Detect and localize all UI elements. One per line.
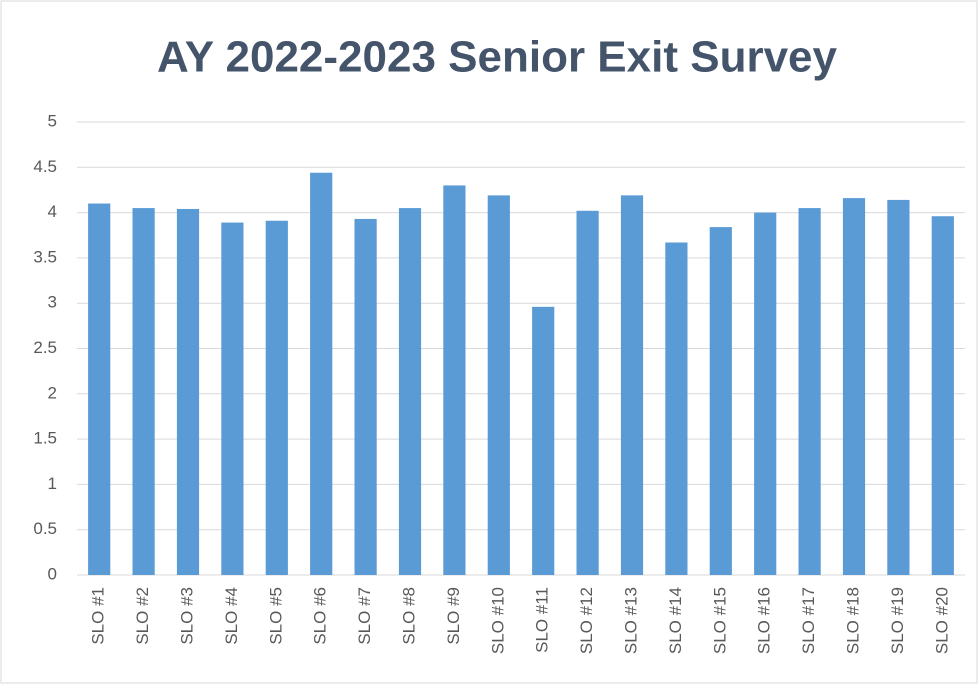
y-tick-label: 0.5 [33, 519, 57, 538]
y-tick-label: 4 [48, 202, 57, 221]
bar [931, 216, 954, 575]
x-tick-label: SLO #14 [666, 587, 685, 654]
x-tick-label: SLO #6 [311, 587, 330, 645]
y-tick-label: 2 [48, 383, 57, 402]
x-tick-label: SLO #17 [799, 587, 818, 654]
x-tick-label: SLO #1 [89, 587, 108, 645]
x-tick-label: SLO #9 [444, 587, 463, 645]
y-tick-label: 3.5 [33, 247, 57, 266]
bar [665, 242, 688, 576]
x-tick-label: SLO #18 [843, 587, 862, 654]
x-tick-label: SLO #20 [932, 587, 951, 654]
bar [310, 172, 333, 575]
bar [709, 227, 732, 575]
y-tick-label: 4.5 [33, 157, 57, 176]
x-tick-label: SLO #7 [355, 587, 374, 645]
y-tick-label: 5 [48, 111, 57, 130]
x-tick-label: SLO #13 [621, 587, 640, 654]
x-tick-label: SLO #3 [177, 587, 196, 645]
x-tick-label: SLO #19 [888, 587, 907, 654]
x-tick-label: SLO #2 [133, 587, 152, 645]
x-tick-label: SLO #4 [222, 587, 241, 645]
chart-title: AY 2022-2023 Senior Exit Survey [157, 33, 838, 82]
x-tick-label: SLO #10 [488, 587, 507, 654]
bar [887, 199, 910, 575]
y-tick-label: 1 [48, 474, 57, 493]
bar [221, 222, 244, 576]
x-tick-label: SLO #15 [710, 587, 729, 654]
bar [620, 195, 644, 576]
y-tick-label: 3 [48, 293, 57, 312]
bar [798, 208, 821, 575]
y-tick-label: 2.5 [33, 338, 57, 357]
bar [487, 195, 510, 576]
y-tick-label: 0 [48, 564, 57, 583]
x-tick-label: SLO #5 [266, 587, 285, 645]
bar [576, 210, 599, 575]
bar [88, 203, 111, 576]
bar [176, 208, 200, 575]
x-tick-label: SLO #16 [755, 587, 774, 654]
bar [354, 218, 377, 575]
bar [842, 198, 866, 575]
bar [532, 306, 555, 575]
bar [443, 185, 466, 576]
x-tick-label: SLO #8 [399, 587, 418, 645]
x-tick-label: SLO #11 [533, 587, 552, 653]
y-tick-label: 1.5 [33, 429, 57, 448]
bar [754, 212, 777, 575]
x-tick-label: SLO #12 [577, 587, 596, 654]
bar [265, 220, 288, 575]
bar [398, 208, 422, 575]
bar [132, 208, 155, 575]
